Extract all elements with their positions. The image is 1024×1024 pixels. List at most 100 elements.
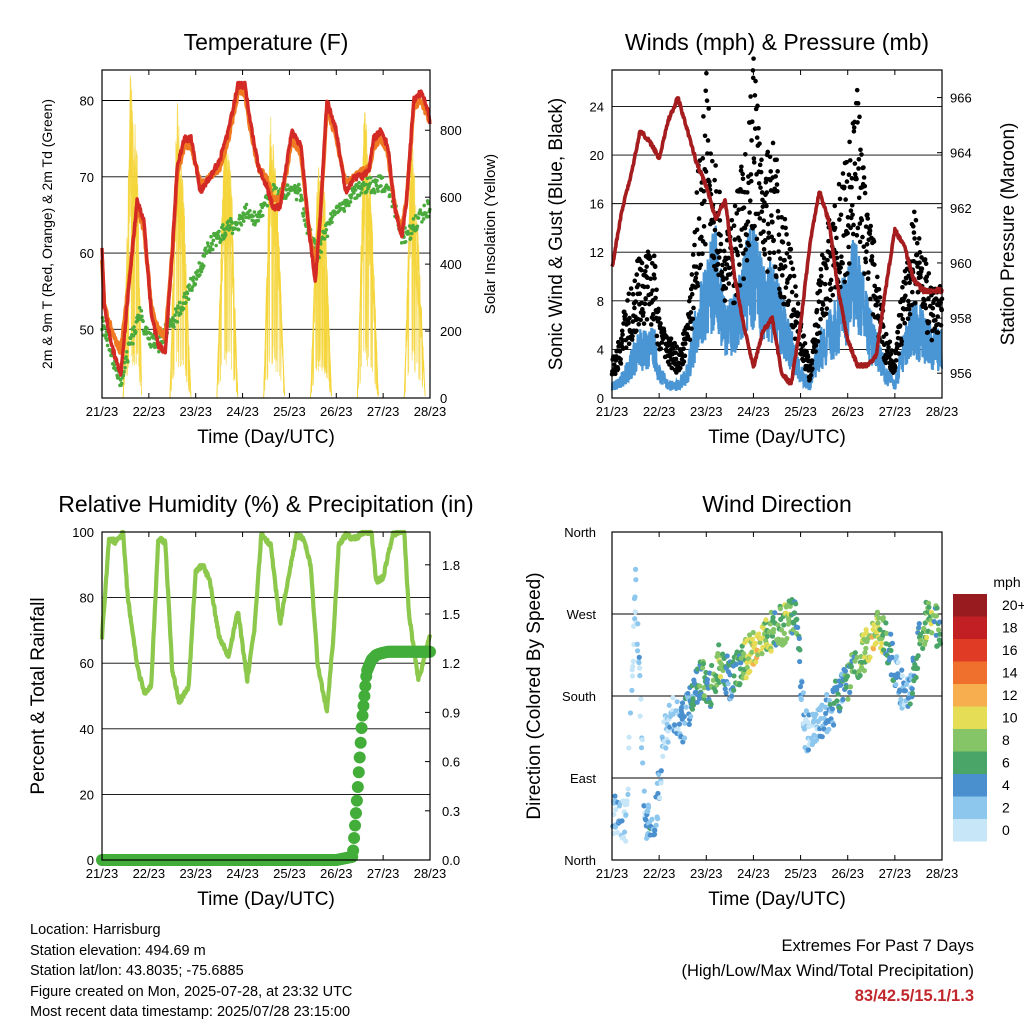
gust-point xyxy=(929,337,935,343)
gust-point xyxy=(856,156,862,162)
direction-point xyxy=(747,668,753,674)
gust-point xyxy=(703,88,709,94)
direction-point xyxy=(799,679,805,685)
gust-point xyxy=(716,255,722,260)
gust-point xyxy=(668,336,674,341)
rainfall-point xyxy=(351,781,364,794)
location-text: Location: Harrisburg xyxy=(30,922,161,938)
direction-point xyxy=(796,635,802,642)
gust-point xyxy=(854,233,860,238)
gust-point xyxy=(768,169,774,174)
gust-point xyxy=(782,216,788,222)
gust-point xyxy=(703,169,709,174)
dewpoint-point xyxy=(214,243,218,248)
y-tick-label: South xyxy=(562,689,596,704)
gust-point xyxy=(922,297,927,303)
gust-point xyxy=(741,251,746,256)
direction-point xyxy=(645,808,651,815)
direction-point xyxy=(713,688,719,695)
direction-point xyxy=(658,768,664,774)
dewpoint-point xyxy=(324,227,329,232)
gust-point xyxy=(639,260,645,266)
x-tick-label: 21/23 xyxy=(596,404,629,419)
direction-point xyxy=(837,705,843,711)
gust-point xyxy=(815,323,821,329)
dewpoint-point xyxy=(226,219,231,224)
gust-point xyxy=(722,266,728,272)
gust-point xyxy=(935,330,941,335)
direction-point xyxy=(933,613,940,619)
dewpoint-point xyxy=(323,230,328,235)
direction-point xyxy=(894,654,900,660)
direction-point xyxy=(640,760,646,766)
gust-point xyxy=(837,269,842,275)
gust-point xyxy=(848,208,854,214)
gust-point xyxy=(896,351,902,356)
gust-point xyxy=(813,349,818,354)
gust-point xyxy=(761,247,767,252)
dewpoint-point xyxy=(357,180,361,185)
x-tick-label: 22/23 xyxy=(133,404,166,419)
gust-point xyxy=(767,256,772,262)
direction-point xyxy=(682,720,688,726)
direction-point xyxy=(673,708,679,714)
gust-point xyxy=(794,320,800,326)
gust-point xyxy=(778,262,784,268)
y-tick-label: 70 xyxy=(80,170,94,185)
dewpoint-point xyxy=(198,272,202,277)
gust-point xyxy=(788,260,794,265)
gust-point xyxy=(769,234,775,240)
gust-point xyxy=(776,215,781,220)
gust-point xyxy=(861,165,866,170)
gust-point xyxy=(664,348,670,354)
legend-title: mph xyxy=(993,574,1020,590)
gust-point xyxy=(701,224,707,229)
gust-point xyxy=(690,316,696,322)
direction-point xyxy=(727,672,733,678)
gust-point xyxy=(626,341,632,347)
gust-point xyxy=(919,266,925,272)
gust-point xyxy=(906,273,911,279)
y-tick-label: 0 xyxy=(87,853,94,868)
gust-point xyxy=(692,242,697,248)
direction-point xyxy=(681,735,688,741)
gust-point xyxy=(823,311,829,317)
gust-point xyxy=(900,285,905,290)
gust-point xyxy=(902,320,908,326)
dewpoint-point xyxy=(190,288,194,292)
direction-point xyxy=(612,793,618,799)
x-tick-label: 26/23 xyxy=(831,404,864,419)
direction-point xyxy=(848,664,854,670)
gust-point xyxy=(644,317,650,322)
gust-point xyxy=(865,216,871,221)
direction-point xyxy=(627,710,634,716)
dewpoint-point xyxy=(173,307,178,311)
legend-label: 12 xyxy=(1002,687,1018,703)
gust-point xyxy=(926,271,932,276)
x-tick-label: 27/23 xyxy=(367,404,400,419)
gust-point xyxy=(747,210,752,215)
gust-point xyxy=(865,276,871,282)
pressure-line xyxy=(610,96,944,386)
gust-point xyxy=(760,204,766,209)
direction-point xyxy=(772,610,778,616)
gust-point xyxy=(829,286,834,291)
gust-point xyxy=(613,371,618,377)
gust-point xyxy=(713,267,719,272)
direction-point xyxy=(798,696,804,703)
chart-title: Wind Direction xyxy=(702,491,852,517)
direction-point xyxy=(656,771,662,778)
direction-point xyxy=(889,640,896,646)
y-tick-label: 24 xyxy=(590,99,604,114)
gust-point xyxy=(900,316,906,322)
dewpoint-point xyxy=(199,269,204,274)
x-axis-label: Time (Day/UTC) xyxy=(197,427,335,448)
y2-tick-label: 800 xyxy=(440,123,462,138)
gust-point xyxy=(737,283,743,288)
chart-title: Winds (mph) & Pressure (mb) xyxy=(625,29,929,55)
direction-point xyxy=(679,700,686,706)
gust-point xyxy=(754,236,760,242)
gust-point xyxy=(826,238,831,244)
gust-point xyxy=(923,261,929,266)
